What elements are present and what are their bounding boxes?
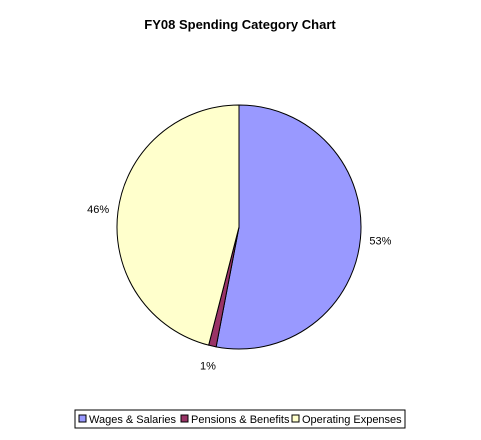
slice-wages-salaries [215,104,362,350]
slice-label-wages-salaries: 53% [369,235,391,247]
legend: Wages & Salaries Pensions & Benefits Opera… [74,409,406,429]
legend-swatch-operating-expenses [291,414,300,423]
chart-title: FY08 Spending Category Chart [144,17,336,32]
slice-label-pensions-benefits: 1% [200,361,216,373]
pie-slices [116,104,362,350]
legend-label-operating-expenses: Operating Expenses [302,414,402,426]
legend-swatch-wages-salaries [78,414,87,423]
slice-operating-expenses [116,104,240,346]
legend-box [74,409,406,429]
legend-swatch-pensions-benefits [180,414,189,423]
slice-labels: 53% 1% 46% [87,204,392,372]
legend-label-pensions-benefits: Pensions & Benefits [191,414,290,426]
legend-label-wages-salaries: Wages & Salaries [89,414,177,426]
slice-label-operating-expenses: 46% [87,204,109,216]
